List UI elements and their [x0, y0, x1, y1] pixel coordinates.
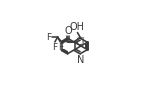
Text: F: F [58, 43, 63, 52]
Text: OH: OH [70, 22, 85, 32]
Text: F: F [52, 43, 57, 52]
Text: Cl: Cl [75, 37, 85, 47]
Text: O: O [64, 26, 72, 36]
Text: N: N [77, 55, 85, 65]
Text: F: F [46, 33, 51, 42]
